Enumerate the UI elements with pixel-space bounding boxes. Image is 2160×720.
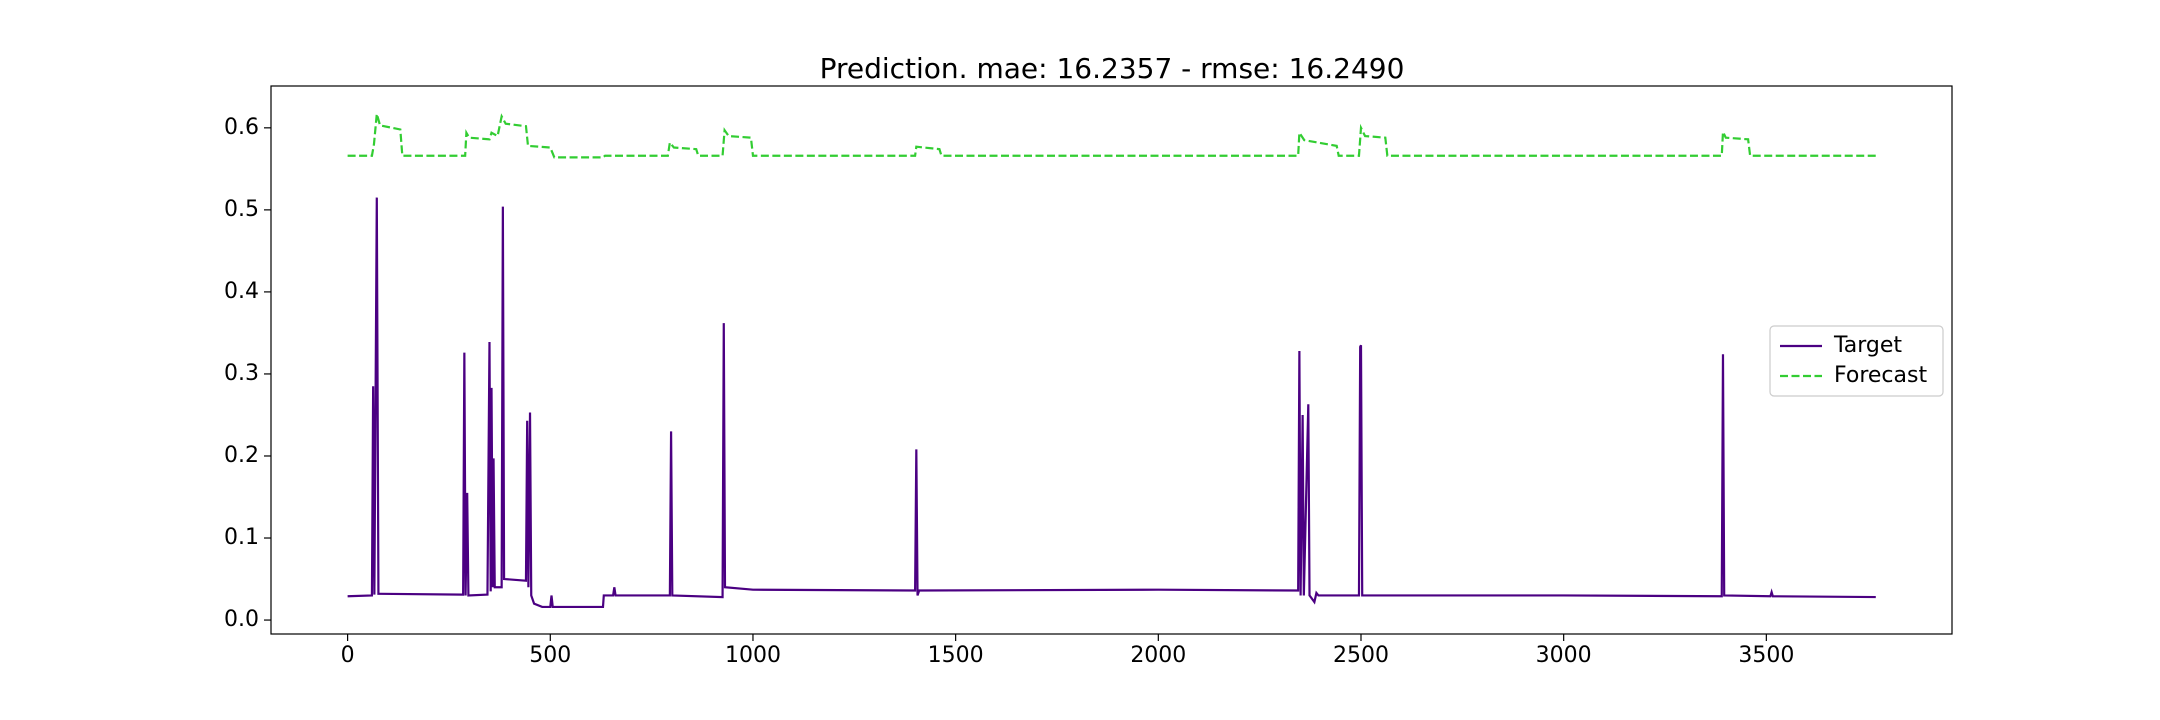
x-tick-label: 3500 [1738,643,1794,668]
y-tick-label: 0.4 [224,279,259,304]
legend-label: Target [1833,333,1902,358]
y-tick-label: 0.1 [224,525,259,550]
x-tick-label: 2500 [1333,643,1389,668]
y-tick-label: 0.3 [224,361,259,386]
x-tick-label: 3000 [1536,643,1592,668]
x-tick-label: 1500 [928,643,984,668]
legend-label: Forecast [1834,363,1927,388]
x-tick-label: 0 [341,643,355,668]
series-line [347,113,1876,159]
series-line [347,197,1876,609]
x-tick-label: 2000 [1130,643,1186,668]
y-tick-label: 0.5 [224,197,259,222]
legend-box [1769,325,1944,397]
x-tick-label: 500 [529,643,571,668]
y-tick-label: 0.2 [224,443,259,468]
chart-title: Prediction. mae: 16.2357 - rmse: 16.2490 [820,52,1405,85]
plot-frame [270,85,1953,635]
x-tick-label: 1000 [725,643,781,668]
y-tick-label: 0.6 [224,115,259,140]
y-tick-label: 0.0 [224,607,259,632]
